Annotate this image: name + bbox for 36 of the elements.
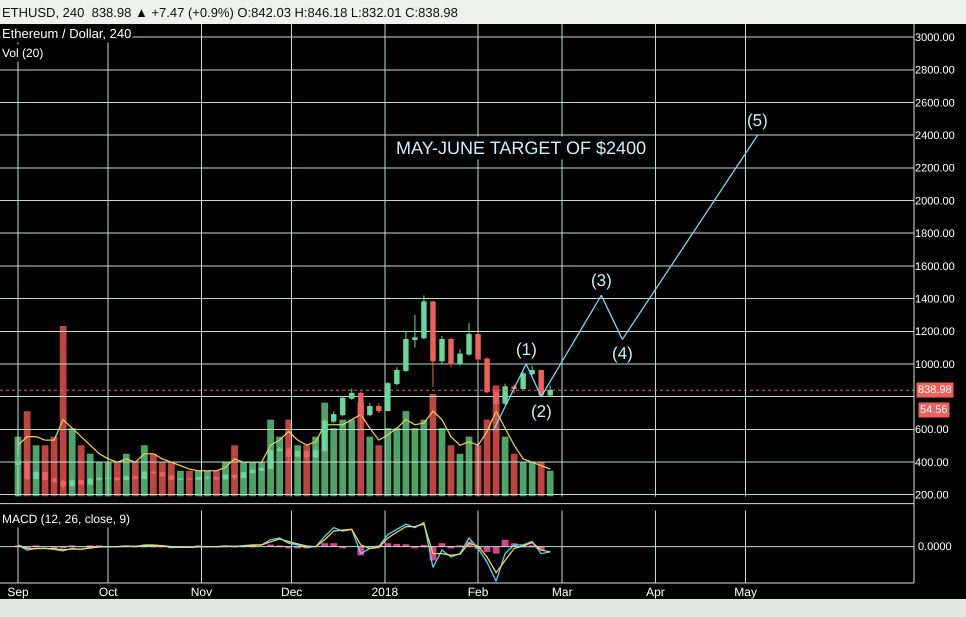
- x-tick-label: 2018: [371, 585, 399, 599]
- y-tick-label: 1000.00: [915, 358, 955, 371]
- annotation: (1): [516, 340, 537, 359]
- x-tick-label: Mar: [552, 585, 573, 599]
- chart-title: MACD (12, 26, close, 9): [2, 512, 130, 526]
- ref-line-label: 838.98: [918, 384, 952, 396]
- x-tick-label: Nov: [190, 585, 212, 599]
- y-tick-label: 1600.00: [915, 260, 955, 273]
- chart-title: ETHUSD, 240 838.98 ▲ +7.47 (+0.9%) O:842.03 H:846.18 L:832.01 C:838.98: [2, 5, 458, 20]
- y-tick-label: 3000.00: [915, 32, 955, 44]
- y-tick-label: 1400.00: [915, 293, 955, 306]
- x-tick-label: Apr: [646, 585, 665, 599]
- annotation: (2): [531, 402, 552, 421]
- x-tick-label: Feb: [468, 585, 489, 599]
- y-tick-label: 600.00: [915, 424, 949, 436]
- x-tick-label: Sep: [7, 585, 30, 599]
- chart-subtitle: Ethereum / Dollar, 240: [2, 26, 132, 41]
- chart-title: Vol (20): [2, 46, 44, 60]
- text: 54.56: [920, 404, 948, 416]
- y-tick-label: 400.00: [915, 456, 949, 469]
- annotation: (4): [612, 344, 633, 363]
- annotation: (3): [591, 271, 612, 290]
- y-tick-label: 2400.00: [915, 130, 955, 142]
- y-tick-label: 2600.00: [915, 97, 955, 110]
- ref-line-label: 0.0000: [918, 541, 952, 553]
- y-tick-label: 2000.00: [915, 195, 955, 208]
- y-tick-label: 2800.00: [915, 64, 955, 77]
- y-tick-label: 2200.00: [915, 162, 955, 175]
- x-tick-label: Dec: [280, 585, 302, 599]
- annotation: MAY-JUNE TARGET OF $2400: [396, 138, 646, 158]
- annotation: (5): [747, 111, 768, 130]
- y-tick-label: 200.00: [915, 490, 949, 502]
- y-tick-label: 1800.00: [915, 228, 955, 240]
- x-tick-label: Oct: [98, 585, 118, 599]
- x-tick-label: May: [734, 585, 757, 599]
- y-tick-label: 1200.00: [915, 326, 955, 338]
